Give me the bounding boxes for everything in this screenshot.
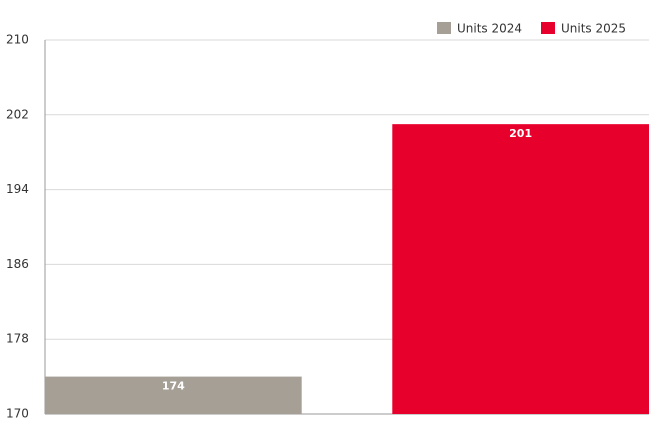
value-label: 174 bbox=[162, 380, 185, 393]
bar bbox=[45, 376, 302, 414]
y-tick-label: 178 bbox=[6, 332, 29, 346]
value-label: 201 bbox=[509, 127, 532, 140]
legend-label: Units 2024 bbox=[457, 22, 522, 36]
y-tick-label: 170 bbox=[6, 407, 29, 421]
legend-label: Units 2025 bbox=[561, 22, 626, 36]
y-tick-label: 194 bbox=[6, 182, 29, 196]
legend-swatch bbox=[437, 22, 451, 34]
legend-swatch bbox=[541, 22, 555, 34]
bar bbox=[392, 124, 649, 415]
y-tick-label: 210 bbox=[6, 33, 29, 47]
y-tick-label: 202 bbox=[6, 107, 29, 121]
y-tick-label: 186 bbox=[6, 257, 29, 271]
